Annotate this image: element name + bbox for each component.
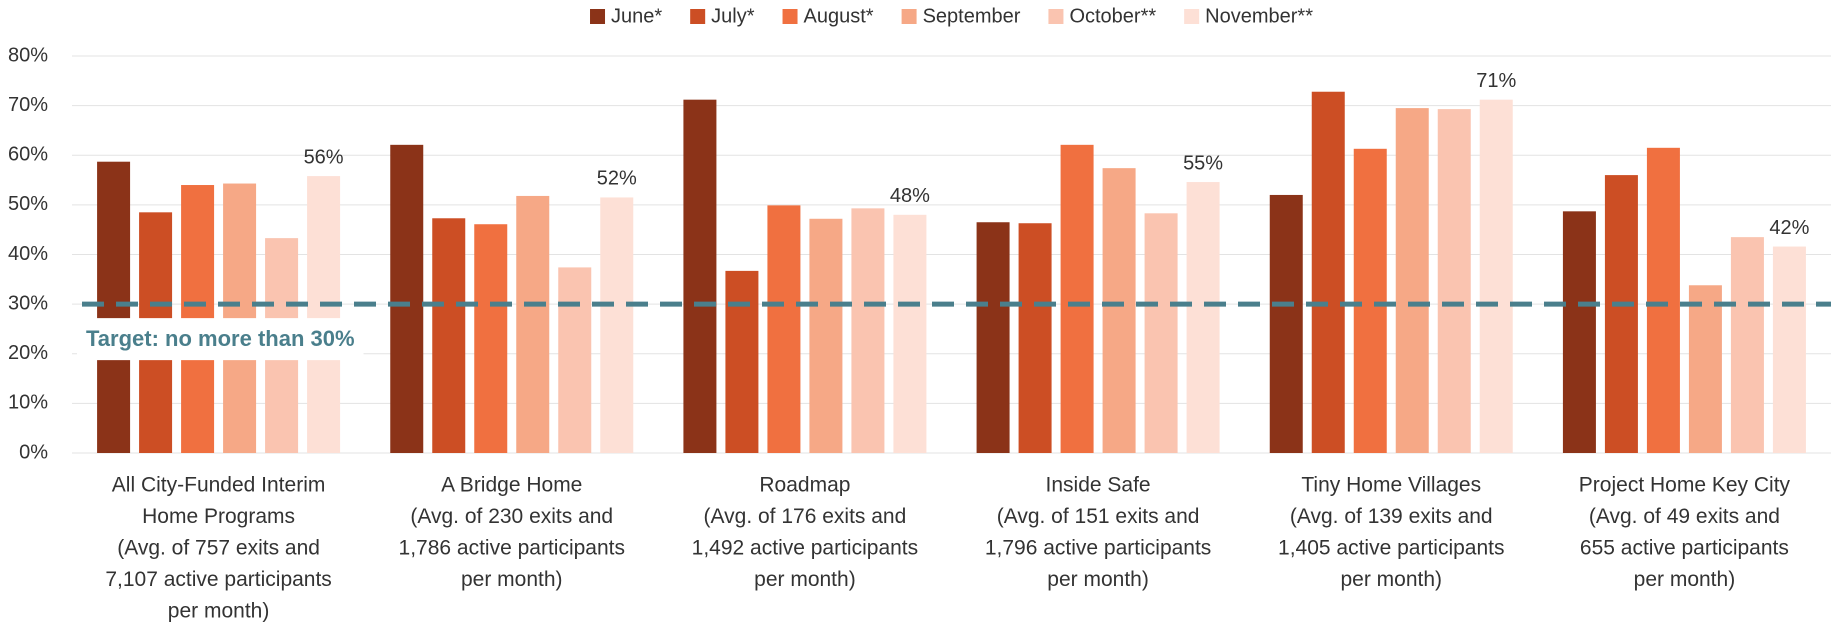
bar — [516, 195, 550, 453]
x-tick-label: Home Programs — [142, 505, 295, 528]
bar — [390, 144, 424, 454]
bar — [893, 214, 927, 453]
x-tick-label: Tiny Home Villages — [1301, 474, 1481, 497]
x-tick-label: (Avg. of 757 exits and — [117, 537, 320, 560]
bar — [600, 197, 634, 453]
legend-swatch — [590, 9, 606, 24]
bar — [1604, 175, 1638, 453]
bar — [1102, 168, 1136, 453]
bar — [432, 218, 466, 453]
bar — [1437, 109, 1471, 453]
data-label: 56% — [304, 146, 344, 168]
x-tick-label: (Avg. of 139 exits and — [1290, 505, 1493, 528]
bar — [1060, 144, 1094, 454]
target-label-bg — [77, 318, 364, 361]
bar — [1646, 147, 1680, 453]
bar — [1018, 223, 1052, 453]
legend-label: July* — [711, 5, 755, 27]
legend-label: August* — [804, 5, 874, 27]
legend-label: September — [923, 5, 1021, 27]
x-tick-label: 1,405 active participants — [1278, 537, 1504, 560]
legend-item: June* — [590, 5, 662, 27]
legend-item: August* — [782, 5, 874, 27]
bar — [1688, 285, 1722, 453]
bar — [1186, 182, 1220, 454]
bar — [767, 205, 801, 453]
bar — [558, 267, 592, 453]
y-tick-label: 80% — [8, 44, 48, 66]
bar — [1269, 194, 1303, 453]
bar — [1144, 213, 1178, 453]
bar — [1562, 211, 1596, 453]
legend-swatch — [1048, 9, 1064, 24]
legend-swatch — [690, 9, 706, 24]
x-tick-label: per month) — [168, 600, 270, 623]
x-tick-label: per month) — [754, 568, 856, 591]
legend-item: September — [901, 5, 1021, 27]
y-tick-label: 30% — [8, 292, 48, 314]
x-tick-label: 655 active participants — [1580, 537, 1789, 560]
bar — [851, 208, 885, 453]
y-tick-label: 10% — [8, 392, 48, 414]
bar — [474, 224, 508, 453]
legend-label: November** — [1205, 5, 1313, 27]
data-label: 42% — [1769, 217, 1809, 239]
x-tick-label: A Bridge Home — [441, 474, 582, 497]
legend-item: November** — [1184, 5, 1313, 27]
x-tick-label: 1,786 active participants — [399, 537, 625, 560]
bar — [1395, 108, 1429, 453]
x-tick-label: 1,492 active participants — [692, 537, 918, 560]
legend-swatch — [782, 9, 798, 24]
x-tick-label: (Avg. of 49 exits and — [1589, 505, 1780, 528]
y-tick-label: 40% — [8, 243, 48, 265]
bar — [1730, 237, 1764, 453]
legend-swatch — [1184, 9, 1200, 24]
bar — [1479, 99, 1513, 454]
bar — [307, 176, 341, 453]
x-tick-label: Roadmap — [759, 474, 850, 497]
x-tick-label: 1,796 active participants — [985, 537, 1211, 560]
x-tick-label: Inside Safe — [1046, 474, 1151, 497]
bar — [725, 270, 759, 453]
legend-label: October** — [1069, 5, 1156, 27]
legend-item: October** — [1048, 5, 1156, 27]
data-label: 48% — [890, 185, 930, 207]
bar — [683, 99, 717, 454]
x-tick-label: Project Home Key City — [1579, 474, 1791, 497]
y-tick-label: 0% — [19, 441, 48, 463]
x-tick-label: per month) — [1634, 568, 1736, 591]
x-tick-label: per month) — [1047, 568, 1149, 591]
data-label: 71% — [1476, 70, 1516, 92]
bar — [809, 218, 843, 453]
legend-swatch — [901, 9, 917, 24]
y-tick-label: 70% — [8, 94, 48, 116]
bar — [97, 161, 131, 454]
bar — [1311, 91, 1345, 453]
x-tick-label: 7,107 active participants — [105, 568, 331, 591]
data-label: 52% — [597, 168, 637, 190]
x-tick-label: (Avg. of 176 exits and — [704, 505, 907, 528]
x-tick-label: (Avg. of 230 exits and — [410, 505, 613, 528]
x-tick-label: (Avg. of 151 exits and — [997, 505, 1200, 528]
y-tick-label: 50% — [8, 193, 48, 215]
bar — [1772, 246, 1806, 453]
bar — [976, 222, 1010, 453]
y-tick-label: 60% — [8, 144, 48, 166]
legend-item: July* — [690, 5, 755, 27]
y-tick-label: 20% — [8, 342, 48, 364]
legend-label: June* — [611, 5, 662, 27]
data-label: 55% — [1183, 152, 1223, 174]
x-tick-label: per month) — [1340, 568, 1442, 591]
x-tick-label: All City-Funded Interim — [112, 474, 326, 497]
x-tick-label: per month) — [461, 568, 563, 591]
bar — [1353, 148, 1387, 453]
target-label: Target: no more than 30% — [86, 326, 355, 351]
